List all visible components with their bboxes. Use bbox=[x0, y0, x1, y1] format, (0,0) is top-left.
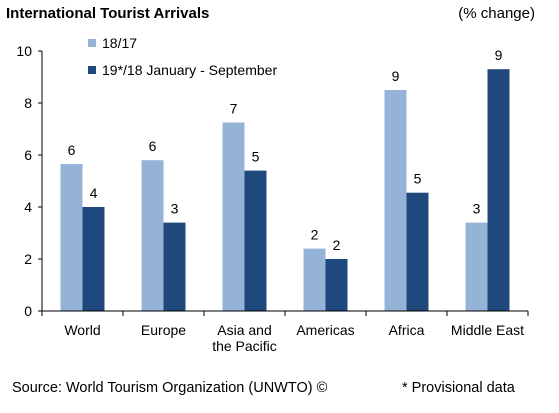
y-tick-label-3: 6 bbox=[24, 147, 32, 163]
x-tick-label-5: Middle East bbox=[451, 322, 524, 338]
legend-swatch-2 bbox=[88, 66, 96, 74]
bar-s2-2 bbox=[244, 170, 267, 311]
data-label-s2-3: 2 bbox=[333, 237, 341, 253]
data-label-s1-5: 3 bbox=[473, 201, 481, 217]
x-tick-label-0: World bbox=[64, 322, 100, 338]
data-label-s2-1: 3 bbox=[171, 201, 179, 217]
x-tick-label-1: Europe bbox=[141, 322, 186, 338]
data-label-s1-3: 2 bbox=[311, 227, 319, 243]
bar-s2-4 bbox=[406, 192, 429, 311]
provisional-note: * Provisional data bbox=[402, 380, 515, 396]
bar-s1-5 bbox=[465, 222, 488, 311]
legend-swatch-1 bbox=[88, 39, 96, 47]
source-note: Source: World Tourism Organization (UNWT… bbox=[12, 380, 328, 396]
bar-s2-3 bbox=[325, 259, 348, 311]
y-tick-label-5: 10 bbox=[16, 43, 32, 59]
y-tick-label-1: 2 bbox=[24, 251, 32, 267]
legend-label-1: 18/17 bbox=[102, 35, 137, 51]
bar-s1-1 bbox=[141, 160, 164, 311]
bar-s2-5 bbox=[487, 69, 510, 311]
x-tick-label-4: Africa bbox=[389, 322, 425, 338]
x-tick-label-2: Asia and the Pacific bbox=[212, 322, 277, 354]
data-label-s1-1: 6 bbox=[149, 138, 157, 154]
data-label-s1-4: 9 bbox=[392, 68, 400, 84]
y-tick-label-4: 8 bbox=[24, 95, 32, 111]
data-label-s1-2: 7 bbox=[230, 101, 238, 117]
unit-label: (% change) bbox=[458, 5, 535, 22]
y-tick-label-0: 0 bbox=[24, 303, 32, 319]
bar-s1-4 bbox=[384, 90, 407, 311]
bar-s1-0 bbox=[60, 164, 83, 311]
legend-label-2: 19*/18 January - September bbox=[102, 62, 277, 78]
chart-title: International Tourist Arrivals bbox=[6, 5, 210, 22]
data-label-s1-0: 6 bbox=[68, 142, 76, 158]
x-tick-label-3: Americas bbox=[296, 322, 354, 338]
bar-s2-0 bbox=[82, 207, 105, 311]
bar-s1-2 bbox=[222, 122, 245, 311]
bar-s2-1 bbox=[163, 222, 186, 311]
data-label-s2-5: 9 bbox=[495, 47, 503, 63]
bar-s1-3 bbox=[303, 248, 326, 311]
data-label-s2-2: 5 bbox=[252, 149, 260, 165]
data-label-s2-4: 5 bbox=[414, 171, 422, 187]
data-label-s2-0: 4 bbox=[90, 185, 98, 201]
y-tick-label-2: 4 bbox=[24, 199, 32, 215]
